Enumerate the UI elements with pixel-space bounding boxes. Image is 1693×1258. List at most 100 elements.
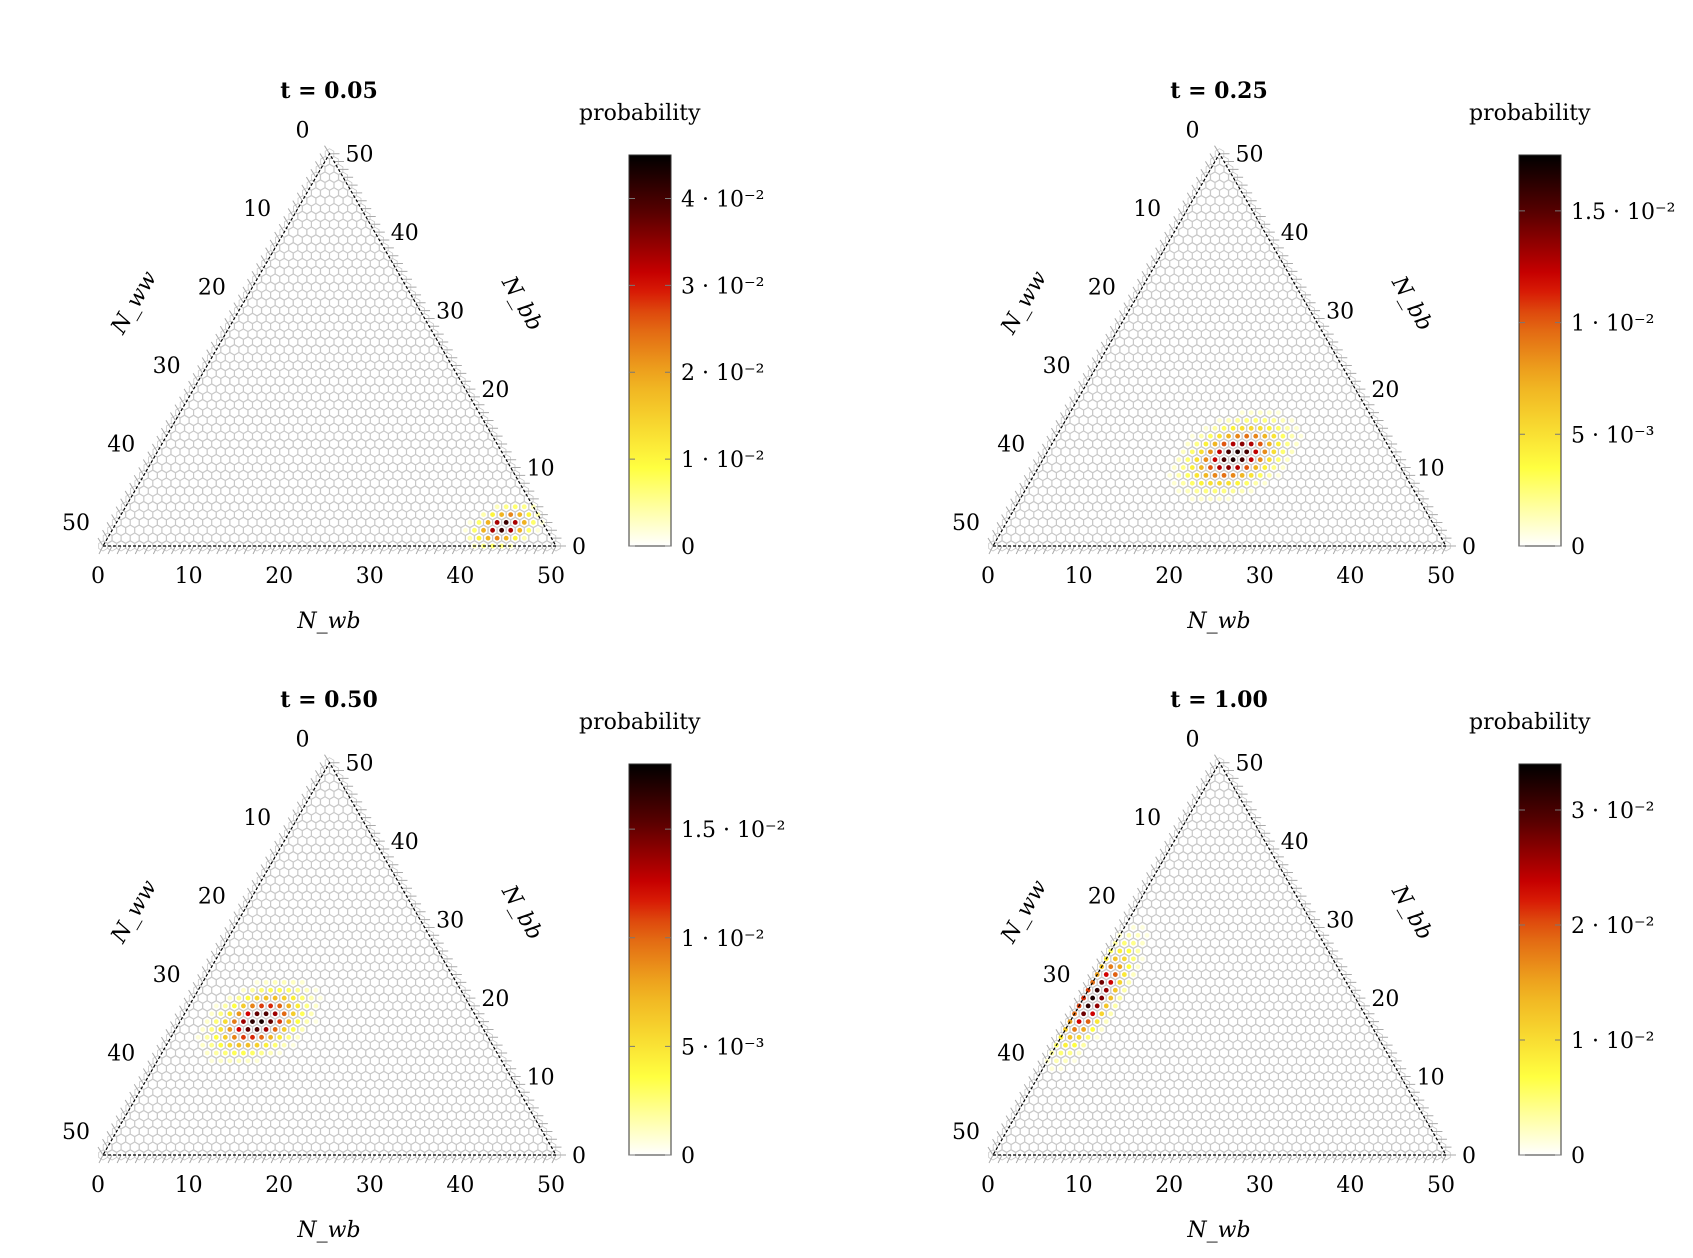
probability-cell (517, 512, 523, 518)
probability-cell (1072, 1027, 1077, 1032)
probability-cell (286, 1003, 292, 1009)
lattice-grid (988, 148, 1451, 552)
left-tick-label: 40 (997, 433, 1025, 458)
probability-cell (1076, 1034, 1082, 1040)
probability-cell (263, 1011, 269, 1017)
probability-cell (1189, 433, 1195, 439)
probability-cell (259, 1034, 264, 1040)
left-tick-label: 0 (1186, 119, 1200, 144)
probability-cell (268, 987, 274, 993)
probability-cell (481, 512, 486, 518)
probability-cell (1198, 465, 1204, 470)
probability-cell (241, 1019, 246, 1025)
probability-cell (245, 1042, 251, 1048)
probability-cell (218, 1058, 224, 1064)
probability-cell (259, 1050, 264, 1056)
lattice-grid (98, 757, 561, 1161)
bottom-tick-label: 30 (1246, 1173, 1274, 1198)
probability-cell (1230, 488, 1236, 494)
probability-cell (254, 1058, 260, 1064)
probability-cell (1108, 964, 1114, 970)
probability-cell (535, 527, 541, 533)
probability-cell (1067, 1019, 1073, 1025)
probability-cell (1049, 1066, 1055, 1072)
right-tick-label: 0 (1462, 1144, 1476, 1169)
probability-cell (1131, 925, 1136, 930)
probability-cell (245, 1058, 251, 1064)
probability-cell (1085, 1019, 1091, 1025)
probability-cell (1112, 972, 1118, 977)
probability-cell (295, 1003, 301, 1009)
left-tick-label: 30 (153, 354, 181, 379)
probability-cell (476, 520, 482, 525)
probability-cell (281, 995, 287, 1001)
probability-cell (1185, 441, 1191, 447)
probability-cell (213, 1034, 219, 1040)
probability-cell (1208, 449, 1213, 455)
probability-cell (1235, 449, 1241, 455)
probability-cell (1108, 948, 1114, 954)
left-tick-label: 50 (62, 1120, 90, 1145)
left-tick-label: 40 (107, 1042, 135, 1067)
bottom-tick-label: 50 (537, 1173, 565, 1198)
left-axis-label: N_ww (996, 267, 1052, 339)
bottom-tick-label: 30 (1246, 564, 1274, 589)
probability-cell (1257, 410, 1263, 416)
probability-cell (1189, 449, 1195, 455)
probability-cell (272, 995, 278, 1001)
axis-ticks (97, 145, 566, 555)
probability-cell (1185, 488, 1191, 494)
probability-cell (1063, 1042, 1068, 1048)
probability-cell (1194, 457, 1200, 463)
probability-cell (245, 995, 251, 1001)
probability-cell (1081, 1011, 1086, 1017)
right-tick-label: 30 (1326, 909, 1354, 934)
probability-cell (1257, 472, 1263, 478)
probability-cell (1208, 480, 1213, 486)
probability-cell (1094, 1019, 1100, 1025)
bottom-tick-label: 40 (446, 1173, 474, 1198)
probability-cell (286, 1019, 292, 1025)
probability-cell (1244, 418, 1250, 423)
probability-cell (490, 543, 495, 549)
probability-cell (521, 520, 527, 525)
probability-cell (1253, 480, 1259, 486)
probability-cell (218, 1027, 224, 1032)
colorbar-tick-label: 1.5 · 10⁻² (1571, 200, 1675, 225)
bottom-tick-label: 50 (1427, 564, 1455, 589)
probability-cell (1262, 418, 1268, 423)
probability-cell (467, 520, 473, 525)
probability-cell (1103, 1019, 1109, 1025)
triangle-edge (991, 152, 1448, 547)
right-tick-label: 20 (1371, 378, 1399, 403)
probability-cell (1194, 488, 1200, 494)
right-tick-label: 20 (1371, 987, 1399, 1012)
left-axis-label: N_ww (996, 876, 1052, 948)
probability-cell (1280, 418, 1286, 423)
probability-cell (1140, 956, 1145, 962)
probability-cell (1262, 480, 1268, 486)
bottom-tick-label: 0 (91, 1173, 105, 1198)
probability-cell (1090, 995, 1096, 1001)
probability-dots (1167, 410, 1304, 502)
probability-cell (281, 1011, 287, 1017)
axis-ticks (987, 145, 1456, 555)
probability-cell (1094, 1003, 1100, 1009)
probability-cell (1135, 964, 1141, 970)
probability-cell (286, 1034, 292, 1040)
probability-cell (1226, 465, 1231, 470)
probability-cell (227, 1011, 233, 1017)
probability-cell (1266, 472, 1272, 478)
probability-cell (1103, 987, 1109, 993)
probability-cell (204, 1050, 210, 1056)
probability-cell (1198, 480, 1204, 486)
bottom-tick-label: 0 (91, 564, 105, 589)
probability-cell (299, 979, 305, 985)
probability-cell (1294, 441, 1299, 447)
probability-cell (222, 1003, 228, 1009)
probability-cell (1217, 433, 1222, 439)
probability-cell (481, 527, 486, 533)
probability-cell (1266, 441, 1272, 447)
right-tick-label: 40 (391, 221, 419, 246)
probability-cell (494, 535, 500, 541)
